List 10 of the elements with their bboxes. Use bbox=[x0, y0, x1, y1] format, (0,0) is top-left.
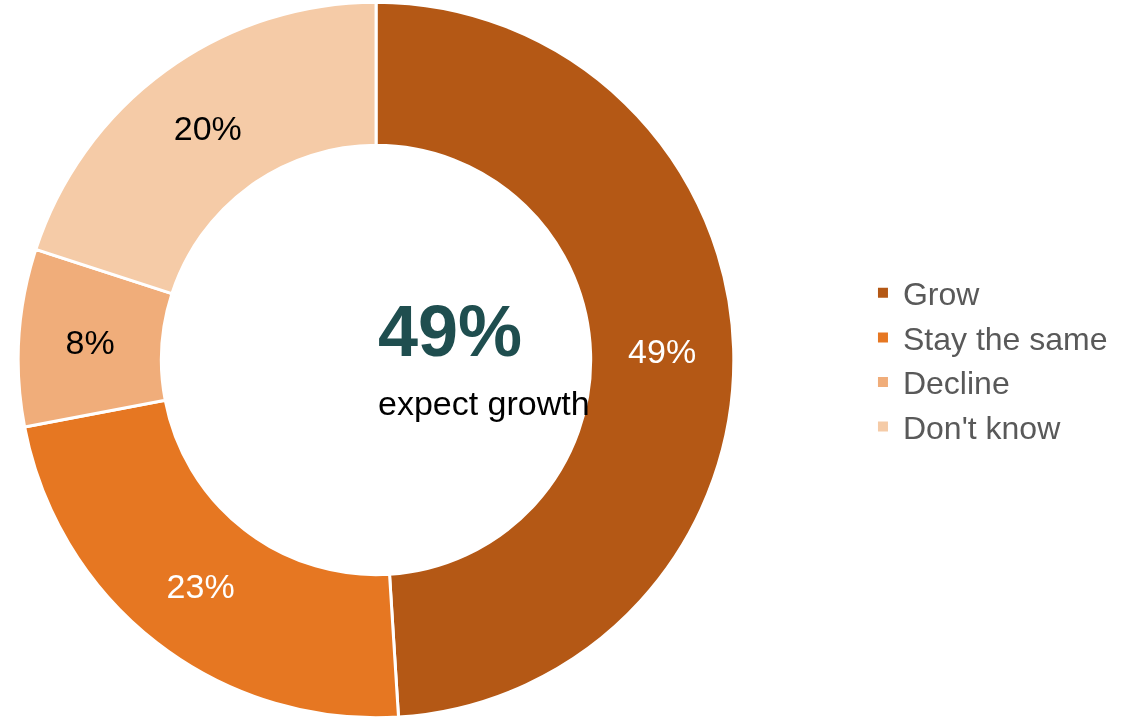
data-label: 23% bbox=[166, 567, 235, 606]
text: expect growth bbox=[378, 384, 590, 422]
legend-label: Stay the same bbox=[902, 320, 1108, 357]
legend-label: Decline bbox=[902, 365, 1010, 402]
data-label: 49% bbox=[628, 332, 697, 371]
text: 49% bbox=[378, 291, 523, 371]
legend-label: Don't know bbox=[902, 410, 1062, 447]
legend-label: Grow bbox=[902, 276, 981, 313]
data-label: 8% bbox=[65, 323, 115, 362]
data-label: 20% bbox=[173, 109, 242, 148]
